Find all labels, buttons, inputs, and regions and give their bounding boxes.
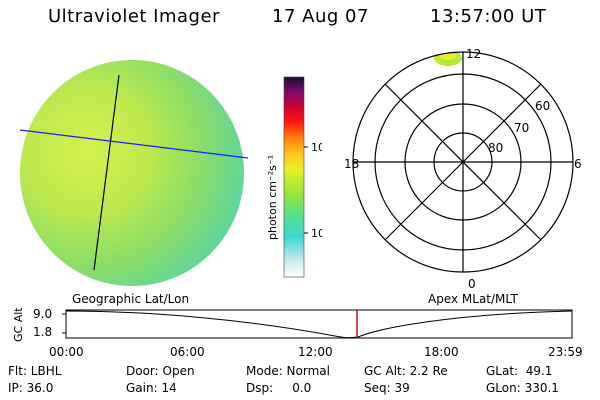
polar-lat-70: 70 <box>514 121 529 135</box>
xtick-0000: 00:00 <box>49 345 84 359</box>
gain-info: Gain: 14 <box>126 381 177 395</box>
door-info: Door: Open <box>126 364 195 378</box>
y-bottom-label: 1.8 <box>33 325 52 339</box>
polar-plot: 12 0 18 6 60 70 80 <box>344 48 582 291</box>
colorbar: 100 10 photon cm⁻²s⁻¹ <box>266 76 322 278</box>
instrument-title: Ultraviolet Imager <box>48 6 220 27</box>
time-label: 13:57:00 UT <box>430 6 547 27</box>
mode-info: Mode: Normal <box>246 364 330 378</box>
parallel-line <box>19 129 249 159</box>
polar-label-0: 0 <box>468 277 476 291</box>
dsp-info: Dsp: 0.0 <box>246 381 312 395</box>
glat-info: GLat: 49.1 <box>486 364 553 378</box>
xtick-1800: 18:00 <box>424 345 459 359</box>
xtick-2359: 23:59 <box>548 345 583 359</box>
altitude-curve <box>65 310 573 339</box>
colorbar-label: photon cm⁻²s⁻¹ <box>266 155 279 240</box>
timeline-right-title: Apex MLat/MLT <box>428 292 518 306</box>
filter-info: Flt: LBHL <box>8 364 62 378</box>
seq-info: Seq: 39 <box>364 381 410 395</box>
ip-info: IP: 36.0 <box>8 381 54 395</box>
glon-info: GLon: 330.1 <box>486 381 559 395</box>
meridian-line <box>93 74 120 271</box>
xtick-0600: 06:00 <box>170 345 205 359</box>
y-axis-label: GC Alt <box>12 307 25 342</box>
gcalt-info: GC Alt: 2.2 Re <box>364 364 448 378</box>
xtick-1200: 12:00 <box>298 345 333 359</box>
timeline-left-title: Geographic Lat/Lon <box>72 292 189 306</box>
colorbar-tick-10: 10 <box>311 227 322 240</box>
colorbar-tick-100: 100 <box>311 141 322 154</box>
earth-disk-image <box>19 60 249 286</box>
polar-label-12: 12 <box>466 48 481 61</box>
polar-label-18: 18 <box>344 157 359 171</box>
altitude-timeline: Geographic Lat/Lon Apex MLat/MLT 9.0 1.8… <box>12 292 583 359</box>
polar-lat-60: 60 <box>535 99 550 113</box>
y-top-label: 9.0 <box>33 307 52 321</box>
polar-lat-80: 80 <box>488 141 503 155</box>
polar-label-6: 6 <box>574 157 582 171</box>
date-label: 17 Aug 07 <box>272 6 369 27</box>
